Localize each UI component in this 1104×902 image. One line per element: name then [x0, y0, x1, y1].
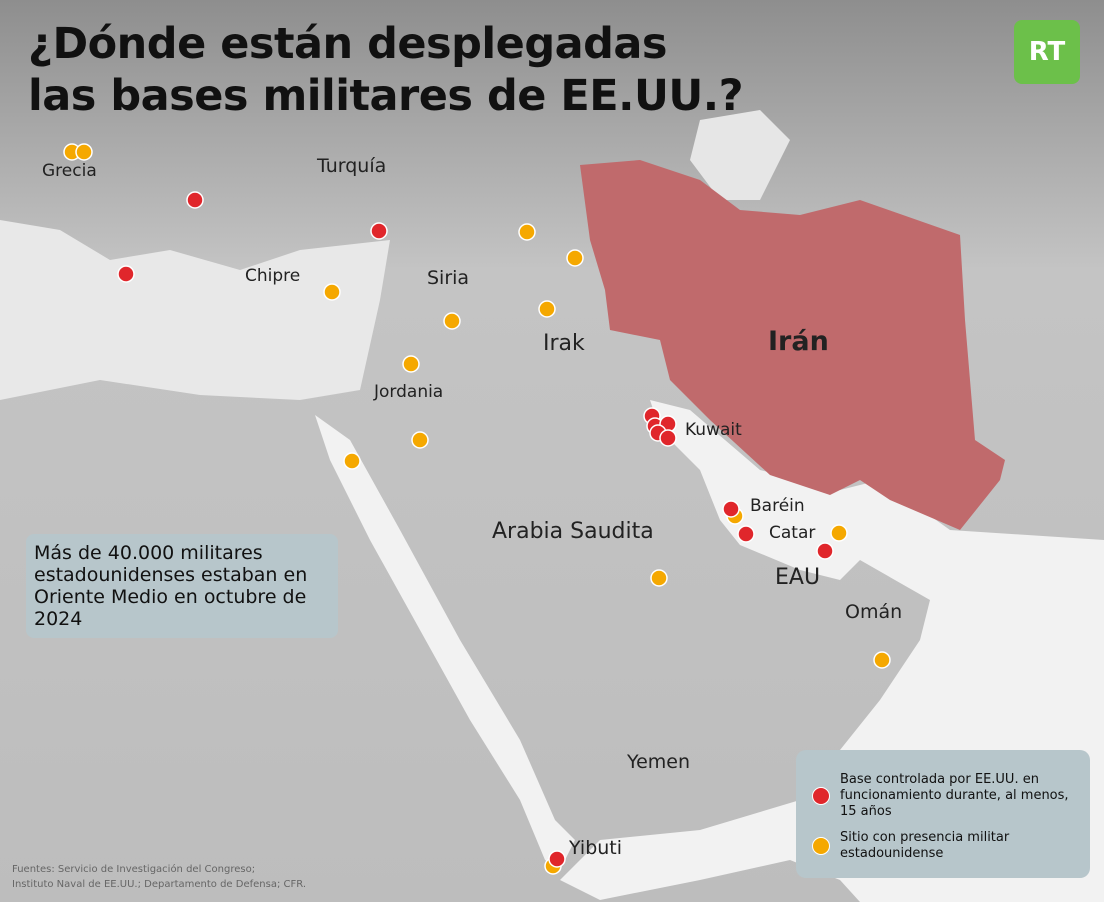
caspian-sea: [690, 110, 790, 200]
markers: [63, 143, 891, 875]
label-oman: Omán: [845, 601, 903, 623]
label-irak: Irak: [543, 331, 585, 356]
info-note: Más de 40.000 militares estadounidenses …: [26, 534, 338, 638]
site-marker: [75, 143, 93, 161]
label-kuwait: Kuwait: [685, 420, 742, 440]
base-marker: [722, 500, 740, 518]
site-marker: [830, 524, 848, 542]
label-eau: EAU: [775, 565, 821, 590]
site-marker: [650, 569, 668, 587]
sources: Fuentes: Servicio de Investigación del C…: [12, 864, 307, 890]
label-yibuti: Yibuti: [569, 837, 623, 859]
site-marker: [343, 452, 361, 470]
base-marker: [737, 525, 755, 543]
label-catar: Catar: [769, 523, 816, 543]
label-barein: Baréin: [750, 496, 805, 516]
site-marker: [518, 223, 536, 241]
site-marker: [402, 355, 420, 373]
base-marker: [548, 850, 566, 868]
label-grecia: Grecia: [42, 161, 97, 181]
label-arabia-saudita: Arabia Saudita: [492, 519, 654, 544]
base-marker: [370, 222, 388, 240]
red-sea: [315, 415, 575, 870]
base-marker: [186, 191, 204, 209]
site-marker: [443, 312, 461, 330]
base-marker: [816, 542, 834, 560]
yellow-dot-icon: [812, 837, 830, 855]
label-yemen: Yemen: [627, 751, 691, 773]
site-marker: [538, 300, 556, 318]
site-marker: [411, 431, 429, 449]
site-marker: [323, 283, 341, 301]
iran-territory: [580, 160, 1005, 530]
legend-red-label: Base controlada por EE.UU. en funcionami…: [840, 772, 1069, 819]
page-title: ¿Dónde están desplegadas las bases milita…: [28, 19, 744, 121]
legend-yellow-label: Sitio con presencia militar estadouniden…: [840, 830, 1010, 861]
base-marker: [659, 429, 677, 447]
label-siria: Siria: [427, 267, 470, 289]
label-turquia: Turquía: [317, 155, 387, 177]
label-jordania: Jordania: [374, 382, 444, 402]
legend: Base controlada por EE.UU. en funcionami…: [796, 750, 1090, 878]
label-chipre: Chipre: [245, 266, 301, 286]
rt-logo: RT: [1014, 20, 1080, 84]
label-iran: Irán: [768, 326, 829, 357]
red-dot-icon: [812, 787, 830, 805]
mediterranean-sea: [0, 220, 390, 400]
base-marker: [117, 265, 135, 283]
site-marker: [873, 651, 891, 669]
site-marker: [566, 249, 584, 267]
